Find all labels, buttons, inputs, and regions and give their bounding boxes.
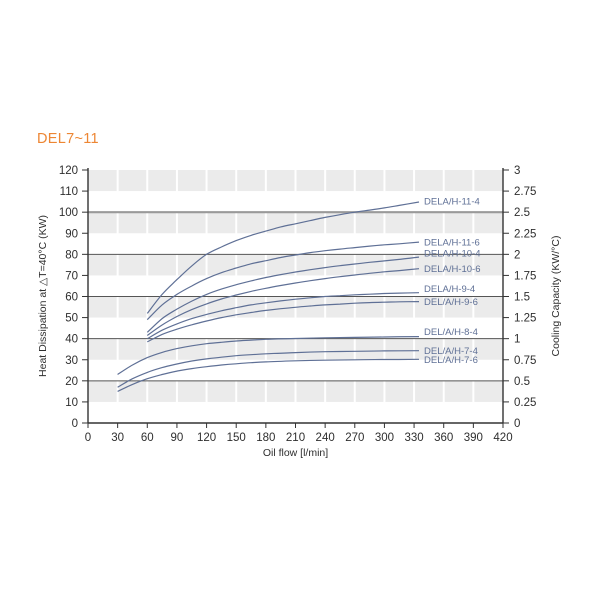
x-tick-label: 300 bbox=[375, 432, 394, 444]
series-label-del-a-h-8-4: DEL/A/H-8-4 bbox=[424, 327, 478, 338]
series-label-dela-h-11-4: DELA/H-11-4 bbox=[424, 197, 480, 208]
x-tick-label: 90 bbox=[171, 432, 184, 444]
series-curve-dela-h-10-4 bbox=[146, 256, 420, 333]
x-tick-label: 330 bbox=[404, 432, 423, 444]
series-curve-dela-h-9-4 bbox=[147, 292, 420, 340]
x-tick-label: 390 bbox=[464, 432, 483, 444]
series-curve-del-a-h-7-4 bbox=[117, 350, 420, 388]
x-tick-label: 60 bbox=[141, 432, 154, 444]
x-axis-title: Oil flow [l/min] bbox=[263, 447, 328, 459]
x-tick-label: 30 bbox=[111, 432, 124, 444]
x-tick-label: 240 bbox=[316, 432, 335, 444]
y-right-tick-label: 2 bbox=[514, 249, 520, 261]
series-curve-dela-h-11-4 bbox=[146, 201, 420, 314]
x-tick-label: 420 bbox=[493, 432, 512, 444]
y-left-tick-label: 10 bbox=[65, 397, 78, 409]
y-right-tick-label: 2.75 bbox=[514, 186, 536, 198]
y-right-tick-label: 2.25 bbox=[514, 228, 536, 240]
y-left-tick-label: 20 bbox=[65, 376, 78, 388]
series-label-dela-h-10-4: DELA/H-10-4 bbox=[424, 249, 481, 260]
y-left-tick-label: 90 bbox=[65, 228, 78, 240]
y-right-tick-label: 2.5 bbox=[514, 207, 530, 219]
chart-title: DEL7~11 bbox=[37, 131, 99, 147]
y-right-tick-label: 1.25 bbox=[514, 313, 536, 325]
y-left-tick-label: 30 bbox=[65, 355, 78, 367]
y-axis-left-title: Heat Dissipation at △T=40°C (KW) bbox=[37, 215, 49, 377]
series-label-dela-h-9-4: DELA/H-9-4 bbox=[424, 284, 475, 295]
series-label-dela-h-10-6: DELA/H-10-6 bbox=[424, 264, 481, 275]
series-label-dela-h-11-6: DELA/H-11-6 bbox=[424, 238, 480, 249]
y-left-tick-label: 100 bbox=[59, 207, 78, 219]
y-right-tick-label: 0.75 bbox=[514, 355, 536, 367]
y-left-tick-label: 120 bbox=[59, 165, 78, 177]
y-left-tick-label: 40 bbox=[65, 334, 78, 346]
x-tick-label: 270 bbox=[345, 432, 364, 444]
x-tick-label: 120 bbox=[197, 432, 216, 444]
series-label-del-a-h-7-6: DEL/A/H-7-6 bbox=[424, 355, 478, 366]
y-left-tick-label: 0 bbox=[72, 418, 78, 430]
series-curve-dela-h-11-6 bbox=[146, 241, 420, 321]
y-right-tick-label: 3 bbox=[514, 165, 520, 177]
y-axis-right-title: Cooling Capacity (KW/°C) bbox=[550, 236, 562, 357]
series-curve-del-a-h-9-6 bbox=[147, 301, 420, 343]
series-curve-del-a-h-8-4 bbox=[117, 336, 420, 376]
y-right-tick-label: 0.5 bbox=[514, 376, 530, 388]
series-curve-del-a-h-7-6 bbox=[117, 358, 420, 392]
y-left-tick-label: 80 bbox=[65, 249, 78, 261]
y-left-tick-label: 60 bbox=[65, 292, 78, 304]
series-label-del-a-h-7-4: DEL/A/H-7-4 bbox=[424, 346, 478, 357]
x-tick-label: 180 bbox=[256, 432, 275, 444]
x-tick-label: 150 bbox=[227, 432, 246, 444]
y-right-tick-label: 1.75 bbox=[514, 270, 536, 282]
y-left-tick-label: 50 bbox=[65, 313, 78, 325]
x-tick-label: 210 bbox=[286, 432, 305, 444]
y-left-tick-label: 70 bbox=[65, 270, 78, 282]
y-left-tick-label: 110 bbox=[60, 186, 78, 198]
y-right-tick-label: 0 bbox=[514, 418, 520, 430]
series-label-del-a-h-9-6: DEL/A/H-9-6 bbox=[424, 297, 478, 308]
y-right-tick-label: 1 bbox=[514, 334, 520, 346]
x-tick-label: 0 bbox=[85, 432, 91, 444]
y-right-tick-label: 1.5 bbox=[514, 292, 530, 304]
series-curve-dela-h-10-6 bbox=[146, 268, 420, 336]
x-tick-label: 360 bbox=[434, 432, 453, 444]
y-right-tick-label: 0.25 bbox=[514, 397, 536, 409]
